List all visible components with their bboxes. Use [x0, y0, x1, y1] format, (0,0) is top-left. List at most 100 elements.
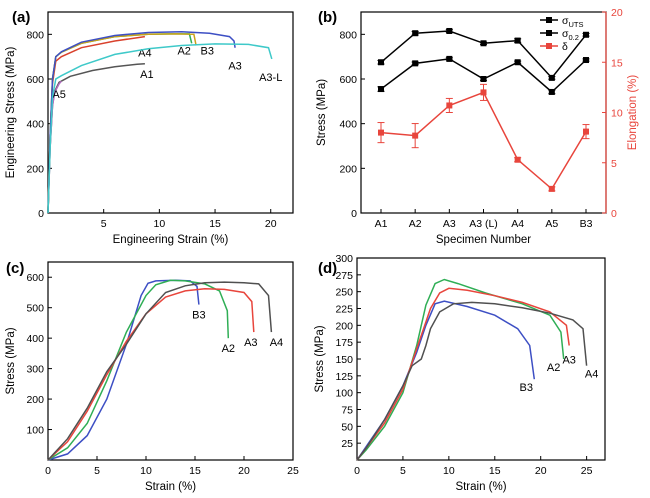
y-tick-label-d: 225 [335, 304, 353, 316]
data-point-δ [412, 132, 419, 139]
y-tick-label-c: 400 [26, 333, 44, 345]
panel-label-a: (a) [12, 9, 30, 26]
legend-label: σ0.2 [562, 28, 579, 42]
curve-label-A4: A4 [270, 337, 283, 349]
y-tick-label-a: 800 [26, 29, 44, 41]
curve-A4 [47, 281, 273, 461]
curve-A4 [47, 35, 146, 214]
data-point-σ_UTS [446, 27, 453, 34]
panel-d: 0 5 10 15 20 25 25 50 75 100 125 150 175 200 225 250 275… [314, 253, 606, 493]
x-tick-label-d: 25 [581, 465, 593, 477]
x-tick-label-b: B3 [580, 218, 593, 230]
x-tick-label-a: 20 [265, 218, 277, 230]
y-tick-label-d: 125 [335, 371, 353, 383]
data-point-σ_0.2 [446, 55, 453, 62]
curve-B3 [47, 33, 197, 214]
legend-label: σUTS [562, 15, 583, 29]
plot-frame-c [47, 261, 294, 461]
x-axis-title-a: Engineering Strain (%) [113, 234, 229, 246]
y-tick-label-d: 25 [341, 438, 353, 450]
panel-label-b: (b) [318, 9, 337, 26]
x-tick-label-b: A3 (L) [469, 218, 498, 230]
legend-marker [546, 43, 552, 49]
y-tick-label-a: 400 [26, 119, 44, 131]
curve-A3 [356, 287, 570, 461]
data-point-σ_0.2 [548, 88, 555, 95]
x-axis-title-c: Strain (%) [145, 481, 196, 493]
x-tick-label-c: 10 [140, 465, 152, 477]
y-tick-label-d: 175 [335, 337, 353, 349]
y-tick-label-d: 300 [335, 253, 353, 265]
curve-A2 [47, 279, 230, 461]
data-point-σ_UTS [412, 30, 419, 37]
curve-label-A3: A3 [244, 337, 257, 349]
curve-A3 [47, 288, 255, 461]
x-tick-label-d: 15 [489, 465, 501, 477]
legend-marker [546, 30, 552, 36]
data-point-σ_UTS [583, 31, 589, 38]
y-axis-title-b: Stress (MPa) [316, 79, 328, 146]
y-tick-label-b: 400 [339, 119, 357, 131]
y-tick-label-c: 100 [26, 425, 44, 437]
curve-label-B3: B3 [200, 45, 213, 57]
legend-label: δ [562, 41, 568, 53]
curve-label-A2: A2 [177, 45, 190, 57]
curve-A2 [47, 33, 193, 214]
data-point-δ [548, 185, 555, 192]
x-tick-label-c: 5 [94, 465, 100, 477]
curve-label-A5: A5 [52, 89, 65, 101]
data-point-δ [583, 128, 589, 135]
y-tick-label-a: 200 [26, 163, 44, 175]
curve-label-B3: B3 [192, 310, 205, 322]
curve-A4 [356, 301, 588, 461]
y2-tick-label: 15 [611, 57, 623, 69]
curve-label-A1: A1 [140, 69, 153, 81]
y-tick-label-d: 250 [335, 287, 353, 299]
x-tick-label-c: 20 [238, 465, 250, 477]
data-point-δ [378, 129, 384, 136]
y-tick-label-b: 0 [351, 208, 357, 220]
y-tick-label-d: 275 [335, 270, 353, 282]
y2-tick-label: 0 [611, 208, 617, 220]
curve-label-A4: A4 [585, 369, 598, 381]
curve-label-A2: A2 [222, 343, 235, 355]
series-line-σ_UTS [380, 30, 587, 80]
data-point-σ_UTS [378, 59, 384, 66]
y-tick-label-b: 200 [339, 163, 357, 175]
y-tick-label-a: 0 [38, 208, 44, 220]
data-point-δ [514, 156, 521, 163]
x-axis-title-d: Strain (%) [455, 481, 506, 493]
x-tick-label-d: 0 [354, 465, 360, 477]
x-tick-label-d: 5 [400, 465, 406, 477]
y-axis-title-c: Stress (MPa) [5, 327, 17, 394]
y2-axis-title-b: Elongation (%) [627, 75, 639, 151]
data-point-σ_UTS [548, 74, 555, 81]
x-tick-label-c: 25 [287, 465, 299, 477]
panel-label-c: (c) [6, 260, 24, 277]
plot-frame-a [47, 11, 294, 214]
x-tick-label-a: 15 [209, 218, 221, 230]
y-tick-label-b: 600 [339, 74, 357, 86]
data-point-δ [480, 89, 487, 96]
x-tick-label-b: A2 [409, 218, 422, 230]
data-point-σ_0.2 [412, 60, 419, 67]
y-tick-label-d: 75 [341, 405, 353, 417]
y-axis-title-d: Stress (MPa) [314, 325, 326, 392]
curve-B3 [356, 300, 536, 461]
curve-A3 [47, 30, 236, 214]
y-tick-label-c: 300 [26, 364, 44, 376]
y-tick-label-a: 600 [26, 74, 44, 86]
x-tick-label-b: A5 [545, 218, 558, 230]
curve-label-A2: A2 [547, 362, 560, 374]
x-tick-label-d: 10 [443, 465, 455, 477]
x-tick-label-a: 5 [101, 218, 107, 230]
y-axis-title-a: Engineering Stress (MPa) [5, 46, 17, 178]
data-point-σ_UTS [514, 37, 521, 44]
x-tick-label-d: 20 [535, 465, 547, 477]
series-line-δ [380, 91, 587, 191]
legend-marker [546, 17, 552, 23]
y2-tick-label: 10 [611, 108, 623, 120]
x-tick-label-b: A3 [443, 218, 456, 230]
